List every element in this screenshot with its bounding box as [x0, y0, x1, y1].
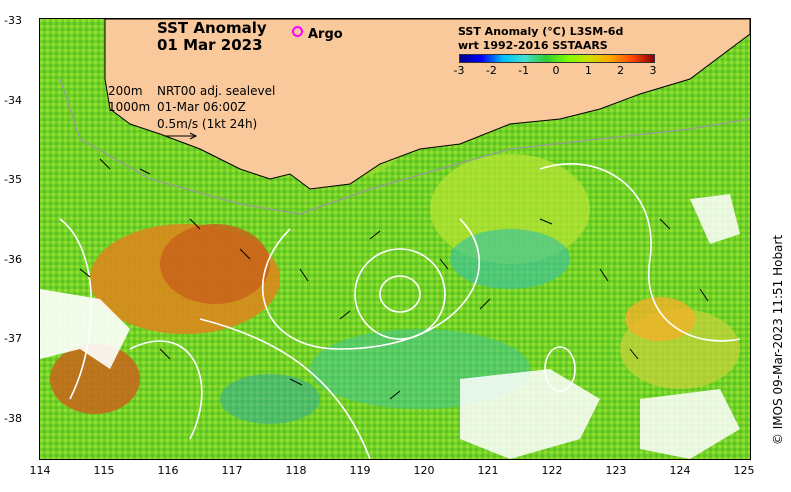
colorbar-tick-label: 3 [649, 64, 657, 77]
depth-200-label: 200m [108, 84, 143, 98]
no-data-area [40, 289, 130, 369]
x-tick-label: 117 [221, 464, 243, 477]
colorbar-tick-label: -2 [485, 64, 497, 77]
colorbar-tick-label: 2 [617, 64, 625, 77]
map-title: SST Anomaly 01 Mar 2023 [157, 20, 267, 54]
y-tick-label: -33 [4, 14, 22, 27]
cool-anomaly [220, 374, 320, 424]
depth-1000-label: 1000m [108, 100, 151, 114]
sst-map[interactable] [39, 18, 751, 460]
no-data-area [690, 194, 740, 244]
no-data-area [460, 369, 600, 459]
current-vectors [79, 158, 709, 400]
y-tick-label: -35 [4, 173, 22, 186]
argo-legend: Argo [292, 26, 343, 42]
x-tick-label: 122 [541, 464, 563, 477]
x-tick-label: 115 [93, 464, 115, 477]
no-data-area [640, 389, 740, 459]
x-tick-label: 120 [413, 464, 435, 477]
x-tick-label: 114 [29, 464, 51, 477]
x-tick-label: 123 [605, 464, 627, 477]
product-label: NRT00 adj. sealevel [157, 84, 276, 98]
x-tick-label: 125 [733, 464, 755, 477]
colorbar-tick-label: 0 [552, 64, 560, 77]
warm-anomaly [160, 224, 270, 304]
x-tick-label: 119 [349, 464, 371, 477]
warm-anomaly [50, 344, 140, 414]
colorbar-tick-label: -3 [453, 64, 465, 77]
bathymetry-contour [59, 78, 750, 215]
copyright-text: © IMOS 09-Mar-2023 11:51 Hobart [771, 234, 785, 446]
sst-map-canvas [40, 19, 750, 459]
colorbar-tick-label: -1 [518, 64, 530, 77]
colorbar-tick-label: 1 [584, 64, 592, 77]
x-tick-label: 118 [285, 464, 307, 477]
title-line1: SST Anomaly [157, 19, 267, 37]
time-label: 01-Mar 06:00Z [157, 100, 246, 114]
x-tick-label: 121 [477, 464, 499, 477]
title-date: 01 Mar 2023 [157, 36, 263, 54]
cool-anomaly [450, 229, 570, 289]
scale-arrow-head [189, 132, 198, 140]
warm-anomaly [625, 297, 695, 341]
sea-level-contours [59, 163, 741, 459]
colorbar [459, 54, 655, 63]
x-tick-label: 124 [669, 464, 691, 477]
y-tick-label: -38 [4, 412, 22, 425]
argo-label: Argo [308, 27, 343, 42]
colorbar-title-line1: SST Anomaly (°C) L3SM-6d [458, 25, 624, 38]
colorbar-title: SST Anomaly (°C) L3SM-6d wrt 1992-2016 S… [458, 25, 623, 53]
colorbar-title-line2: wrt 1992-2016 SSTAARS [458, 39, 608, 52]
y-tick-label: -36 [4, 253, 22, 266]
y-tick-label: -37 [4, 332, 22, 345]
scale-label: 0.5m/s (1kt 24h) [157, 117, 258, 131]
warm-patch [430, 154, 590, 264]
y-tick-label: -34 [4, 94, 22, 107]
argo-ring-icon [292, 26, 303, 37]
x-tick-label: 116 [157, 464, 179, 477]
